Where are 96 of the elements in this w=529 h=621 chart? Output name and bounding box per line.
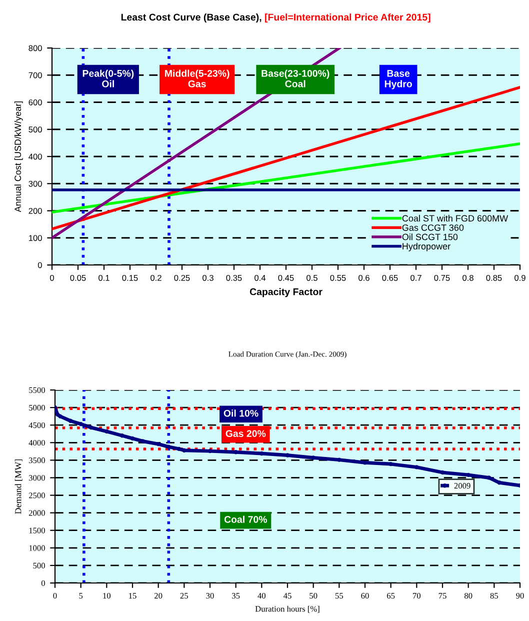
y-tick-label: 0 [41,580,45,586]
x-tick-label: 75 [438,593,446,599]
legend-label: Gas CCGT 360 [402,224,464,231]
x-tick-label: 0.55 [330,274,346,281]
annotation: Oil 10% [224,410,258,417]
x-tick-label: 50 [310,592,318,599]
chart-subtitle: [Fuel=International Price After 2015] [265,13,430,23]
x-tick-label: 0.1 [98,274,110,281]
point [166,444,171,449]
x-tick-label: 0.05 [70,274,86,281]
annotation: Middle(5-23%) Gas [165,70,230,88]
y-tick-label: 600 [28,99,42,106]
x-tick-label: 90 [516,592,524,599]
point [130,436,135,441]
y-tick-label: 1000 [29,545,45,551]
point [68,418,73,423]
point [89,425,94,430]
x-tick-label: 0.7 [410,274,422,281]
x-tick-label: 0.65 [382,274,398,281]
point [497,480,502,485]
x-tick-label: 60 [361,592,369,599]
x-tick-label: 10 [103,592,111,599]
x-tick-label: 0.3 [202,274,214,281]
x-tick-label: 0 [53,592,57,599]
y-tick-label: 300 [28,180,42,187]
x-tick-label: 0 [50,274,54,281]
y-tick-label: 5000 [29,404,45,411]
x-tick-label: 0.85 [486,274,502,281]
annotation: Peak(0-5%) Oil [82,70,134,88]
y-tick-label: 100 [29,235,42,241]
x-tick-label: 25 [180,592,188,599]
point [414,465,419,470]
x-tick-label: 0.5 [306,274,318,281]
point [58,414,62,418]
y-axis-title: Annual Cost [USD/kW/year] [14,101,23,212]
legend-label: Hydropower [402,242,450,252]
point [182,448,186,452]
x-tick-label: 0.8 [462,274,474,281]
x-tick-label: 0.35 [226,274,242,281]
point [104,429,109,434]
point [311,456,316,460]
y-tick-label: 4500 [28,422,45,428]
y-tick-label: 700 [28,72,42,78]
y-tick-label: 2500 [28,492,45,498]
x-tick-label: 0.6 [358,274,370,281]
y-tick-label: 0 [38,262,42,268]
point [486,476,492,480]
y-tick-label: 3000 [29,475,45,481]
y-tick-label: 2000 [28,510,45,516]
point [337,458,342,462]
x-tick-label: 5 [79,593,83,599]
point [56,412,60,417]
x-tick-label: 30 [206,592,214,599]
y-tick-label: 400 [28,154,42,160]
x-tick-label: 0.45 [278,274,294,281]
legend-label: 2009 [454,482,470,489]
point [176,446,182,452]
point [78,422,83,426]
annotation: Coal 70% [224,516,268,523]
y-tick-label: 1500 [29,528,45,534]
y-tick-label: 3500 [29,458,45,464]
y-tick-label: 500 [33,562,45,568]
y-tick-label: 500 [28,126,42,132]
point [156,442,160,446]
y-tick-label: 5500 [29,387,45,393]
y-tick-label: 4000 [28,440,45,446]
point [234,450,238,454]
x-tick-label: 0.4 [254,274,266,281]
point [140,439,145,444]
x-tick-label: 0.15 [122,274,138,281]
x-tick-label: 0.25 [174,274,190,281]
point [120,434,124,438]
x-tick-label: 85 [490,592,498,599]
x-tick-label: 0.2 [150,274,162,281]
x-tick-label: 80 [464,592,472,599]
x-axis-title: Duration hours [%] [255,606,320,613]
x-tick-label: 35 [232,592,240,599]
y-tick-label: 200 [28,208,42,214]
x-tick-label: 65 [387,592,395,599]
y-axis-title: Demand [MW] [14,459,22,514]
x-tick-label: 40 [258,592,266,599]
y-tick-label: 800 [28,45,42,52]
x-tick-label: 55 [335,593,344,599]
legend-label: Oil SCGT 150 [402,234,458,240]
annotation: Base Hydro [384,70,412,90]
chart-title: Least Cost Curve (Base Case), [121,13,262,23]
x-tick-label: 15 [129,593,136,599]
x-tick-label: 0.75 [434,274,450,281]
x-tick-label: 70 [413,592,421,599]
x-tick-label: 0.9 [514,274,526,281]
x-tick-label: 20 [154,592,162,599]
annotation: Gas 20% [226,430,266,437]
x-axis-title: Capacity Factor [250,288,322,298]
annotation: Base(23-100%) Coal [262,70,330,88]
legend-label: Coal ST with FGD 600MW [402,214,508,222]
x-tick-label: 45 [283,593,292,599]
